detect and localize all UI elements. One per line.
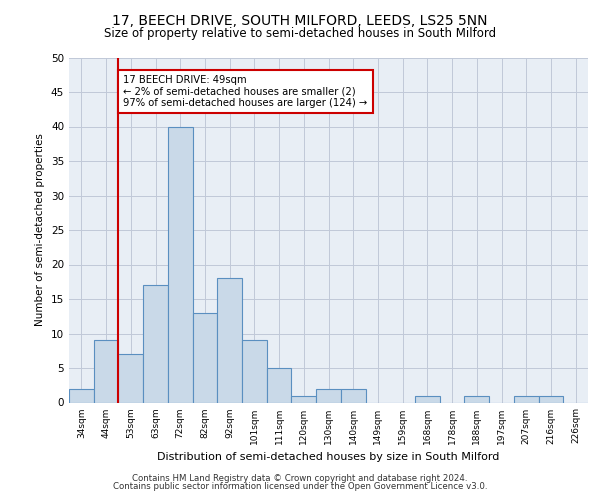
Bar (193, 313, 217, 402)
Bar (464, 396, 489, 402)
Bar (267, 368, 292, 402)
Bar (514, 396, 539, 402)
Bar (292, 396, 316, 402)
X-axis label: Distribution of semi-detached houses by size in South Milford: Distribution of semi-detached houses by … (157, 452, 500, 462)
Bar (341, 388, 365, 402)
Text: 17 BEECH DRIVE: 49sqm
← 2% of semi-detached houses are smaller (2)
97% of semi-d: 17 BEECH DRIVE: 49sqm ← 2% of semi-detac… (124, 74, 368, 108)
Text: Contains public sector information licensed under the Open Government Licence v3: Contains public sector information licen… (113, 482, 487, 491)
Bar (415, 396, 440, 402)
Bar (168, 126, 193, 402)
Bar (217, 278, 242, 402)
Bar (143, 285, 168, 403)
Bar (539, 396, 563, 402)
Bar (94, 340, 118, 402)
Text: 17, BEECH DRIVE, SOUTH MILFORD, LEEDS, LS25 5NN: 17, BEECH DRIVE, SOUTH MILFORD, LEEDS, L… (112, 14, 488, 28)
Text: Contains HM Land Registry data © Crown copyright and database right 2024.: Contains HM Land Registry data © Crown c… (132, 474, 468, 483)
Bar (242, 340, 267, 402)
Bar (118, 354, 143, 403)
Bar (316, 388, 341, 402)
Text: Size of property relative to semi-detached houses in South Milford: Size of property relative to semi-detach… (104, 28, 496, 40)
Bar (69, 388, 94, 402)
Y-axis label: Number of semi-detached properties: Number of semi-detached properties (35, 134, 46, 326)
